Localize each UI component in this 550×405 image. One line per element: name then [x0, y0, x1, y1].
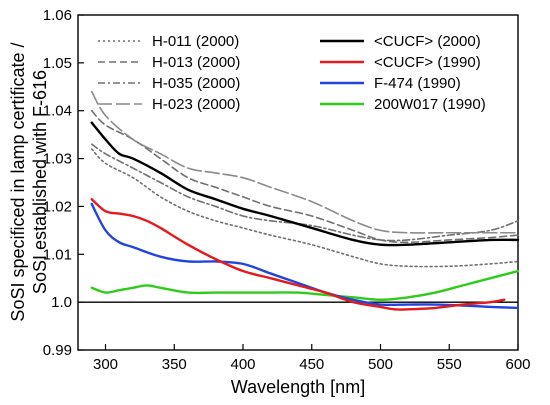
legend-label: 200W017 (1990) [374, 96, 486, 113]
series-line-h-023-2000 [90, 90, 519, 234]
legend: H-011 (2000) H-013 (2000) H-035 (2000) H-02… [98, 33, 486, 113]
y-axis-title-line-1: SoSI specificed in lamp certificate / [8, 42, 28, 321]
legend-label: <CUCF> (2000) [374, 33, 481, 50]
series-layer [90, 90, 520, 311]
x-tick-label: 450 [299, 356, 324, 373]
series-line-f-474-1990 [90, 202, 520, 310]
series-line-h-035-2000 [90, 143, 519, 242]
x-tick-label: 500 [368, 356, 393, 373]
legend-label: <CUCF> (1990) [374, 54, 481, 71]
y-tick-label: 1.05 [43, 55, 72, 72]
plot-border [77, 14, 519, 351]
x-tick-label: 350 [162, 356, 187, 373]
series-line-cucf-1990 [90, 198, 506, 311]
legend-label: H-035 (2000) [152, 75, 240, 92]
y-axis: 0.99 1.0 1.01 1.02 1.03 1.04 1.05 1.06 [43, 7, 84, 359]
series-line-h-011-2000 [90, 148, 519, 268]
plot-frame [77, 14, 519, 351]
x-tick-label: 400 [230, 356, 255, 373]
x-axis-title: Wavelength [nm] [231, 377, 365, 397]
x-tick-label: 600 [505, 356, 530, 373]
legend-label: H-011 (2000) [152, 33, 239, 50]
x-tick-label: 550 [437, 356, 462, 373]
y-tick-label: 0.99 [43, 342, 72, 359]
y-tick-label: 1.01 [43, 246, 72, 263]
y-tick-label: 1.02 [43, 198, 72, 215]
x-axis: 300 350 400 450 500 550 600 [93, 344, 531, 373]
y-tick-label: 1.06 [43, 7, 72, 24]
y-tick-label: 1.04 [43, 103, 72, 120]
x-tick-label: 300 [93, 356, 118, 373]
legend-label: H-013 (2000) [152, 54, 240, 71]
series-line-cucf-2000 [90, 121, 520, 247]
legend-label: F-474 (1990) [374, 75, 461, 92]
y-tick-label: 1.03 [43, 151, 72, 168]
y-tick-label: 1.0 [51, 294, 72, 311]
series-line-h-013-2000 [90, 109, 519, 244]
series-line-200w017-1990 [90, 269, 520, 301]
legend-label: H-023 (2000) [152, 96, 240, 113]
y-axis-title-line-2: SoSI established with F-616 [30, 70, 50, 294]
